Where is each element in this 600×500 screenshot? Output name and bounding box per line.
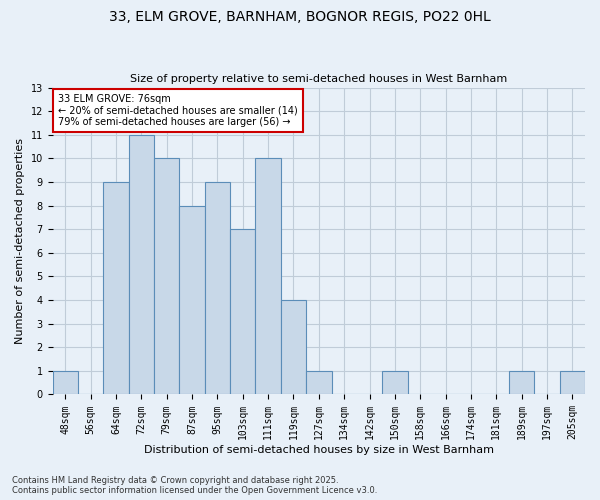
Title: Size of property relative to semi-detached houses in West Barnham: Size of property relative to semi-detach…: [130, 74, 508, 84]
Text: 33 ELM GROVE: 76sqm
← 20% of semi-detached houses are smaller (14)
79% of semi-d: 33 ELM GROVE: 76sqm ← 20% of semi-detach…: [58, 94, 298, 127]
Bar: [509, 371, 535, 394]
Y-axis label: Number of semi-detached properties: Number of semi-detached properties: [15, 138, 25, 344]
Bar: [281, 300, 306, 394]
Bar: [154, 158, 179, 394]
Bar: [560, 371, 585, 394]
Text: 33, ELM GROVE, BARNHAM, BOGNOR REGIS, PO22 0HL: 33, ELM GROVE, BARNHAM, BOGNOR REGIS, PO…: [109, 10, 491, 24]
Text: Contains HM Land Registry data © Crown copyright and database right 2025.
Contai: Contains HM Land Registry data © Crown c…: [12, 476, 377, 495]
Bar: [382, 371, 407, 394]
X-axis label: Distribution of semi-detached houses by size in West Barnham: Distribution of semi-detached houses by …: [144, 445, 494, 455]
Bar: [53, 371, 78, 394]
Bar: [306, 371, 332, 394]
Bar: [179, 206, 205, 394]
Bar: [205, 182, 230, 394]
Bar: [230, 229, 256, 394]
Bar: [103, 182, 129, 394]
Bar: [129, 135, 154, 394]
Bar: [256, 158, 281, 394]
